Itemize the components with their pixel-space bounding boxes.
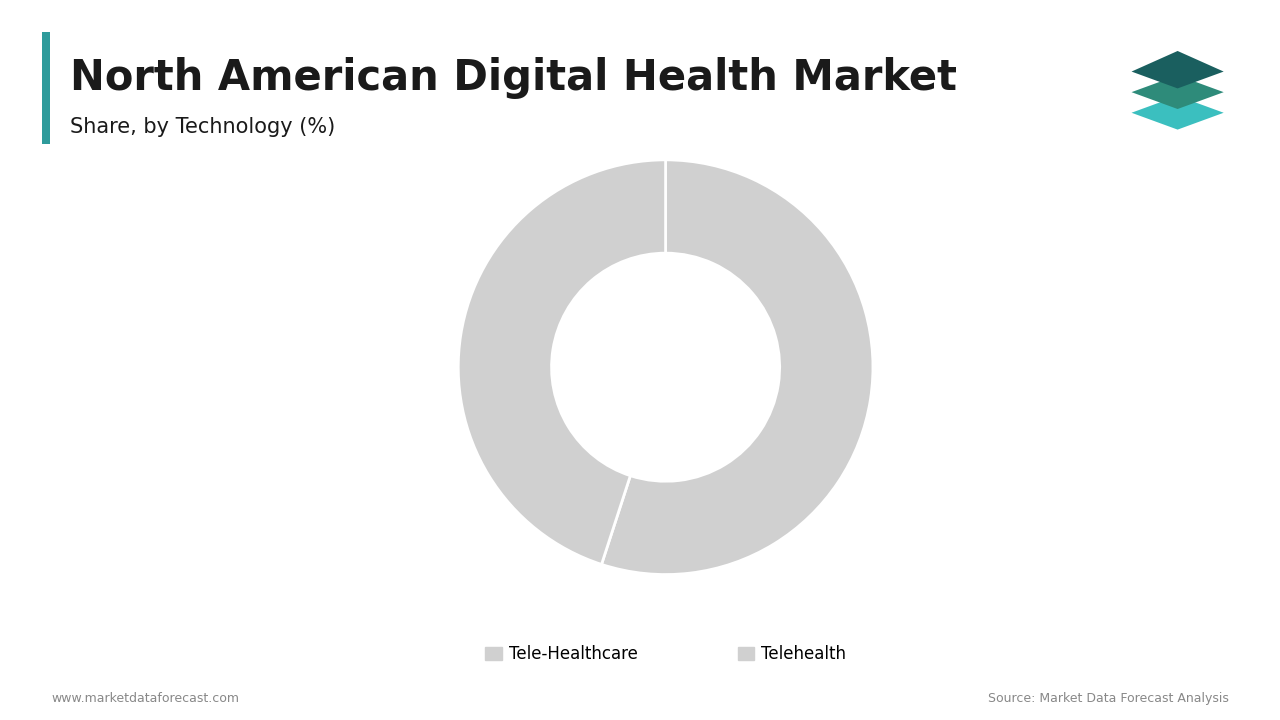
Text: North American Digital Health Market: North American Digital Health Market [70,57,957,99]
Polygon shape [1132,76,1224,109]
Text: Source: Market Data Forecast Analysis: Source: Market Data Forecast Analysis [988,692,1229,705]
Text: Share, by Technology (%): Share, by Technology (%) [70,117,335,138]
Wedge shape [458,160,666,564]
Polygon shape [1132,51,1224,89]
Legend: Tele-Healthcare, Telehealth: Tele-Healthcare, Telehealth [479,639,852,670]
Wedge shape [602,160,873,575]
Polygon shape [1132,96,1224,130]
Text: www.marketdataforecast.com: www.marketdataforecast.com [51,692,239,705]
